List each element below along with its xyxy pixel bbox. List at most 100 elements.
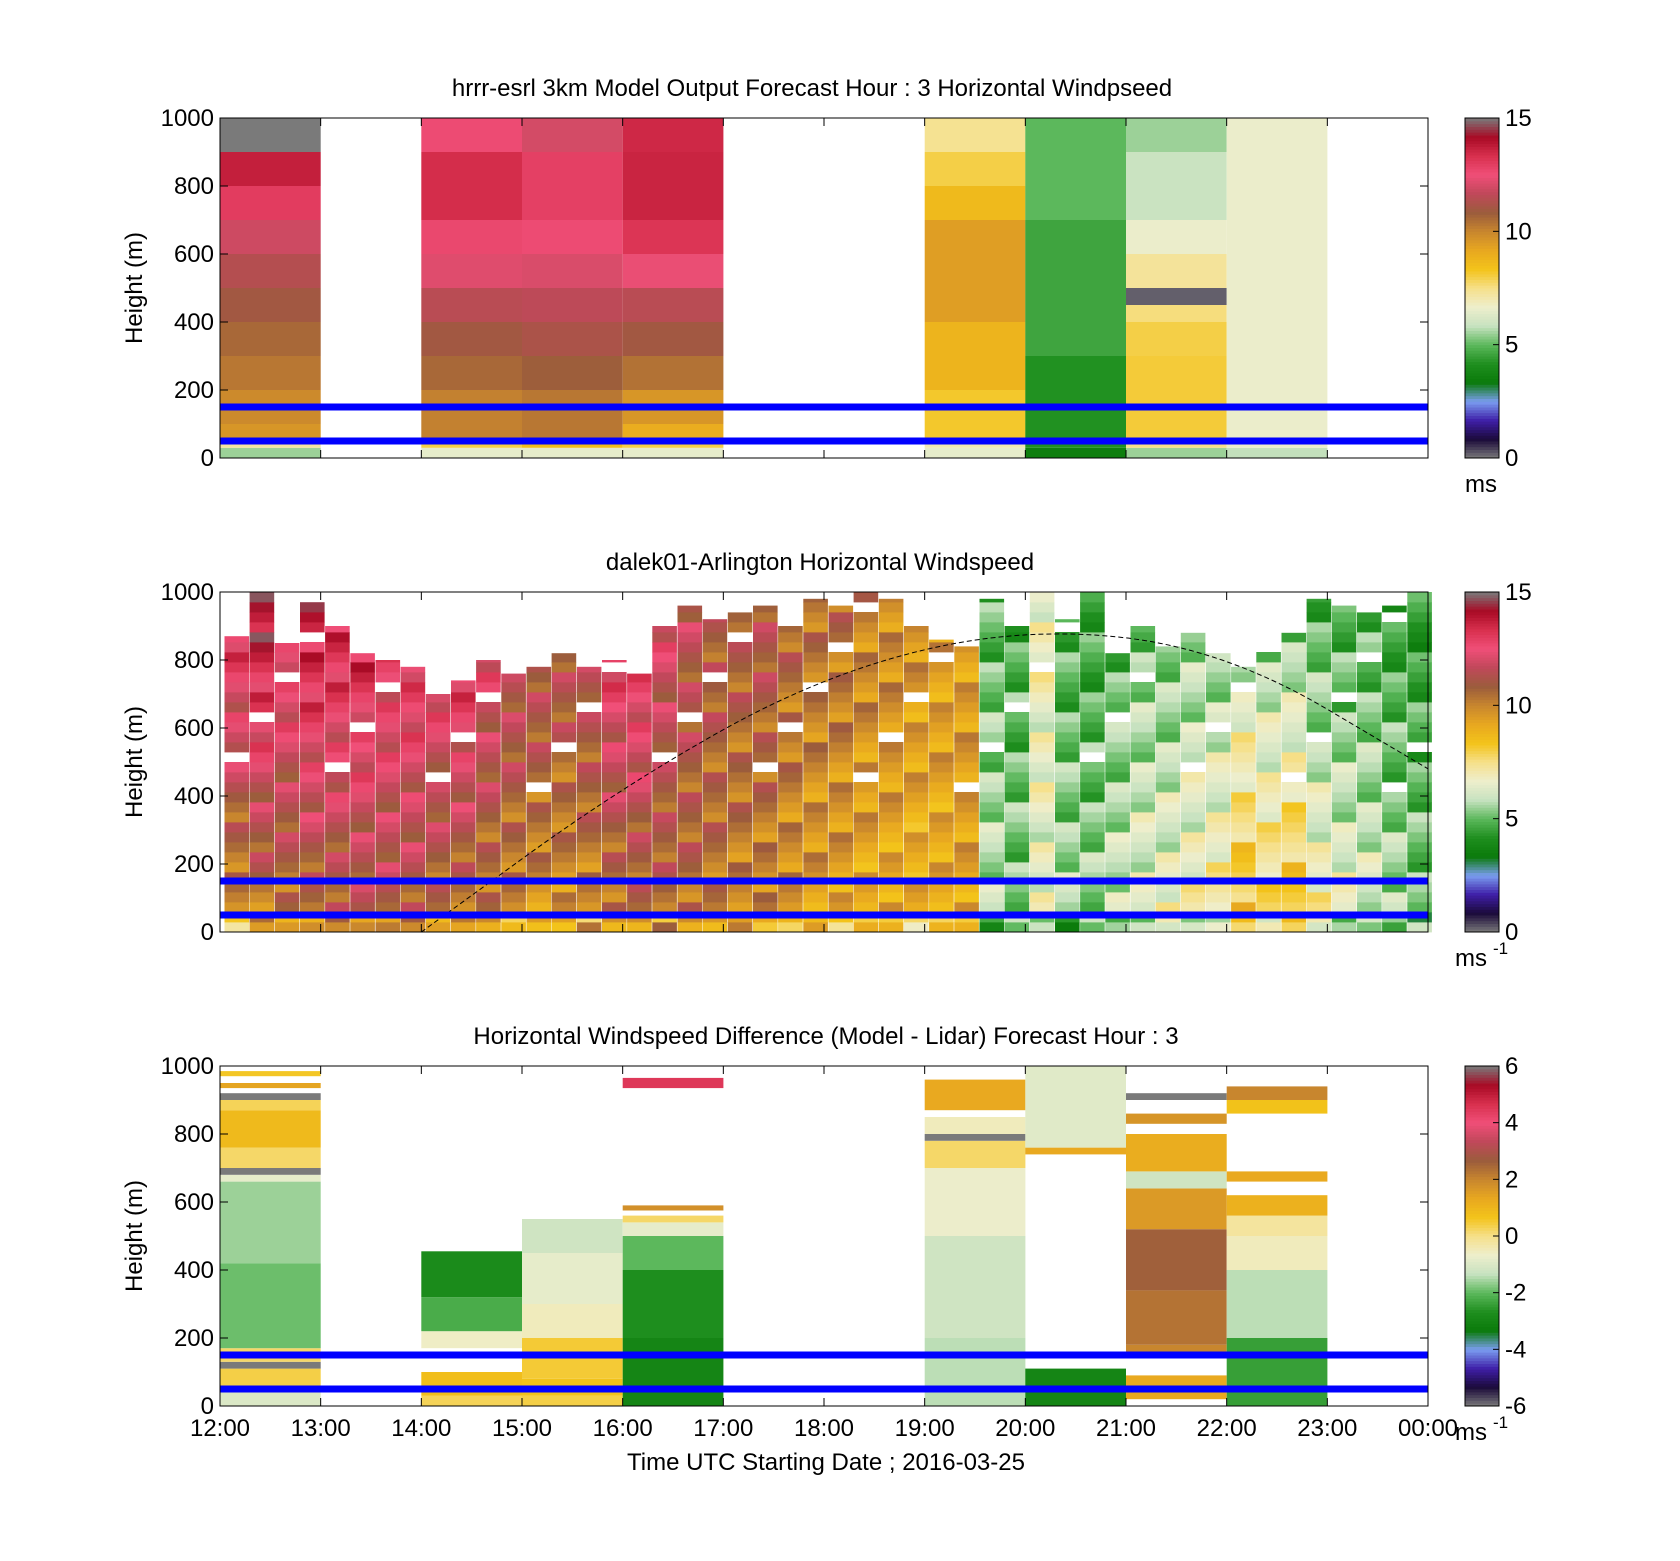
colorbar-segment (1465, 660, 1499, 664)
colorbar-segment (1465, 1278, 1499, 1282)
heatmap-cell (853, 662, 879, 673)
colorbar-segment (1465, 1289, 1499, 1294)
colorbar-segment (1465, 915, 1499, 919)
heatmap-cell (1025, 118, 1126, 220)
heatmap-cell (1130, 722, 1156, 733)
heatmap-cell (1080, 622, 1105, 633)
heatmap-cell (1180, 882, 1206, 893)
heatmap-cell (501, 742, 526, 753)
heatmap-cell (1331, 862, 1357, 873)
heatmap-cell (727, 612, 753, 623)
heatmap-cell (878, 902, 904, 913)
heatmap-cell (1130, 682, 1156, 693)
heatmap-cell (828, 902, 854, 913)
heatmap-cell (476, 782, 501, 793)
heatmap-cell (1155, 722, 1181, 733)
heatmap-cell (220, 220, 321, 254)
heatmap-cell (853, 872, 879, 883)
heatmap-cell (300, 712, 325, 723)
heatmap-cell (753, 892, 778, 903)
colorbar-segment (1465, 1199, 1499, 1203)
heatmap-cell (1256, 682, 1281, 693)
colorbar-segment (1465, 906, 1499, 910)
colorbar-segment (1465, 123, 1499, 127)
heatmap-cell (1055, 922, 1080, 933)
heatmap-cell (753, 642, 778, 653)
heatmap-cell (727, 802, 753, 813)
heatmap-cell (627, 742, 652, 753)
heatmap-cell (300, 792, 325, 803)
heatmap-cell (300, 832, 325, 843)
heatmap-cell (1306, 642, 1332, 653)
heatmap-cell (249, 672, 275, 683)
heatmap-cell (249, 812, 275, 823)
heatmap-cell (300, 662, 325, 673)
heatmap-cell (400, 732, 426, 743)
heatmap-cell (1331, 852, 1357, 863)
heatmap-cell (325, 802, 350, 813)
heatmap-cell (954, 862, 979, 873)
heatmap-cell (622, 1236, 724, 1270)
heatmap-cell (727, 652, 753, 663)
heatmap-cell (1080, 812, 1105, 823)
colorbar-segment (1465, 154, 1499, 159)
heatmap-cell (1029, 632, 1055, 643)
heatmap-cell (220, 186, 321, 220)
heatmap-cell (1256, 752, 1281, 763)
heatmap-cell (1105, 792, 1130, 803)
y-tick-label: 200 (174, 1325, 214, 1352)
heatmap-cell (220, 1368, 321, 1386)
colorbar-segment (1465, 129, 1499, 133)
heatmap-cell (979, 732, 1005, 743)
heatmap-cell (622, 447, 724, 458)
heatmap-cell (1382, 652, 1407, 663)
heatmap-cell (924, 118, 1026, 152)
heatmap-cell (1382, 862, 1407, 873)
heatmap-cell (1382, 642, 1407, 653)
heatmap-cell (300, 882, 325, 893)
heatmap-cell (853, 832, 879, 843)
heatmap-cell (1281, 792, 1307, 803)
heatmap-cell (300, 702, 325, 713)
heatmap-cell (727, 672, 753, 683)
heatmap-cell (274, 812, 300, 823)
heatmap-cell (878, 922, 904, 933)
heatmap-cell (1004, 772, 1030, 783)
colorbar-segment (1465, 898, 1499, 902)
heatmap-cell (778, 742, 803, 753)
colorbar-segment (1465, 1247, 1499, 1251)
heatmap-cell (727, 622, 753, 633)
heatmap-cell (929, 842, 954, 853)
heatmap-cell (929, 902, 954, 913)
heatmap-cell (924, 322, 1026, 390)
colorbar-tick-label: 15 (1505, 105, 1532, 132)
heatmap-cell (778, 822, 803, 833)
heatmap-cell (1407, 592, 1432, 603)
heatmap-cell (753, 605, 778, 613)
heatmap-cell (878, 892, 904, 903)
colorbar-segment (1465, 1281, 1499, 1285)
heatmap-cell (622, 118, 724, 152)
heatmap-cell (400, 666, 426, 673)
heatmap-cell (1105, 812, 1130, 823)
colorbar-segment (1465, 166, 1499, 170)
colorbar-segment (1465, 398, 1499, 402)
heatmap-cell (274, 792, 300, 803)
heatmap-cell (501, 902, 526, 913)
heatmap-cell (1407, 862, 1432, 873)
heatmap-cell (1407, 702, 1432, 713)
heatmap-cell (677, 642, 703, 653)
heatmap-cell (1055, 852, 1080, 863)
heatmap-cell (853, 682, 879, 693)
heatmap-cell (501, 772, 526, 783)
heatmap-cell (375, 752, 401, 763)
heatmap-cell (602, 732, 627, 743)
colorbar-segment (1465, 1187, 1499, 1192)
heatmap-cell (526, 712, 552, 723)
colorbar-segment (1465, 1119, 1499, 1124)
colorbar-segment (1465, 1363, 1499, 1367)
heatmap-cell (1105, 662, 1130, 673)
colorbar-segment (1465, 327, 1499, 331)
heatmap-cell (602, 692, 627, 703)
colorbar-segment (1465, 1170, 1499, 1175)
